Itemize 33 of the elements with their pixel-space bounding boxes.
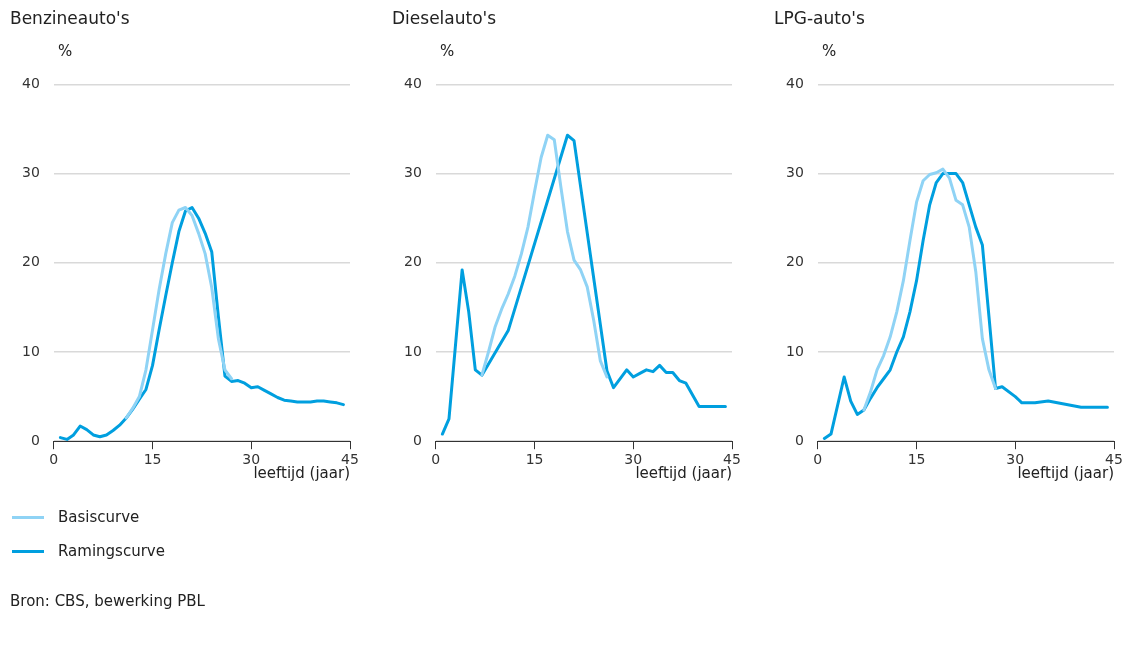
y-tick-label: 20 [785, 253, 804, 270]
y-tick-label: 30 [403, 164, 422, 181]
x-axis-title: leeftijd (jaar) [635, 464, 732, 482]
legend-label: Ramingscurve [58, 542, 165, 560]
y-axis-title: % [57, 42, 74, 62]
x-tick-label: 15 [907, 451, 926, 468]
y-tick-label: 0 [30, 431, 40, 448]
x-tick-label: 0 [431, 451, 441, 468]
y-tick-label: 10 [403, 342, 422, 359]
y-tick-label: 30 [785, 164, 804, 181]
x-tick-label: 15 [143, 451, 162, 468]
x-tick-label: 0 [813, 451, 823, 468]
y-tick-label: 10 [785, 342, 804, 359]
y-axis-title: % [821, 42, 838, 62]
y-tick-label: 0 [412, 431, 422, 448]
y-tick-label: 0 [794, 431, 804, 448]
x-axis-title: leeftijd (jaar) [253, 464, 350, 482]
y-tick-label: 10 [21, 342, 40, 359]
y-tick-label: 20 [403, 253, 422, 270]
chart-title: LPG-auto's [773, 8, 866, 30]
y-tick-label: 40 [21, 75, 40, 92]
y-tick-label: 30 [21, 164, 40, 181]
x-tick-label: 15 [525, 451, 544, 468]
chart-title: Dieselauto's [391, 8, 498, 30]
y-axis-title: % [439, 42, 456, 62]
y-tick-label: 40 [403, 75, 422, 92]
x-tick-label: 0 [49, 451, 59, 468]
y-tick-label: 20 [21, 253, 40, 270]
y-tick-label: 40 [785, 75, 804, 92]
chart-title: Benzineauto's [9, 8, 131, 30]
x-axis-title: leeftijd (jaar) [1017, 464, 1114, 482]
legend-label: Basiscurve [58, 508, 140, 526]
text: Bron: CBS, bewerking PBL [9, 592, 206, 610]
